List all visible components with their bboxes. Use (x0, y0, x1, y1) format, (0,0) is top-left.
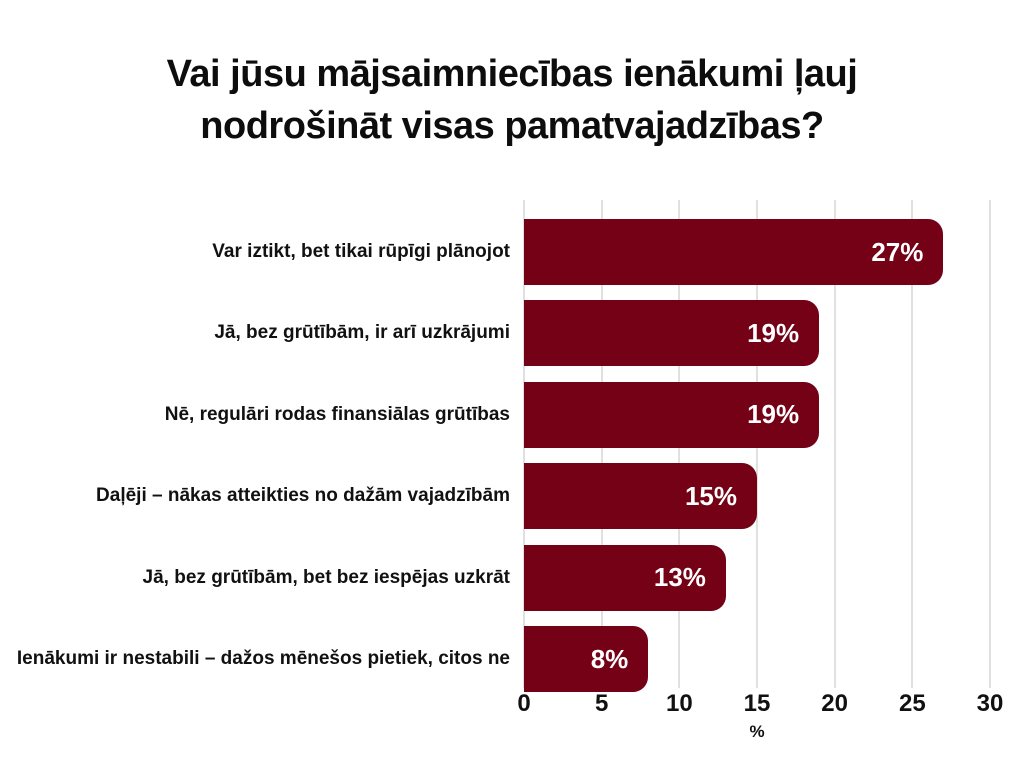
bar-row: Daļēji – nākas atteikties no dažām vajad… (0, 463, 1024, 530)
x-tick-label: 0 (517, 690, 531, 717)
category-label: Nē, regulāri rodas finansiālas grūtības (164, 403, 510, 425)
category-label: Daļēji – nākas atteikties no dažām vajad… (96, 485, 510, 507)
bar-row: Jā, bez grūtībām, ir arī uzkrājumi 19% (0, 300, 1024, 367)
bar-value-label: 13% (653, 562, 706, 593)
category-label: Var iztikt, bet tikai rūpīgi plānojot (212, 241, 510, 262)
bar-value-label: 8% (590, 643, 629, 674)
bar: 15% (524, 463, 757, 530)
bar-row: Var iztikt, bet tikai rūpīgi plānojot 27% (0, 219, 1024, 285)
category-label: Jā, bez grūtībām, bet bez iespējas uzkrā… (142, 566, 510, 588)
gridline (911, 200, 914, 688)
bar-row: Nē, regulāri rodas finansiālas grūtības 1… (0, 381, 1024, 448)
x-tick-label: 30 (976, 690, 1004, 717)
bar: 13% (524, 544, 726, 611)
gridline (989, 200, 991, 688)
x-tick-label: 15 (743, 690, 771, 717)
bar-value-label: 27% (871, 236, 924, 267)
bar-value-label: 19% (747, 317, 800, 348)
bar: 27% (524, 219, 944, 285)
bar-row: Ienākumi ir nestabili – dažos mēnešos pi… (0, 626, 1024, 692)
chart-title: Vai jūsu mājsaimniecības ienākumi ļauj n… (0, 48, 1024, 152)
x-tick-label: 25 (898, 690, 926, 717)
bar: 8% (524, 626, 649, 692)
gridline (833, 200, 836, 688)
bar-value-label: 19% (747, 399, 800, 430)
bar-value-label: 15% (684, 480, 737, 511)
bar: 19% (524, 300, 820, 367)
bar-row: Jā, bez grūtībām, bet bez iespējas uzkrā… (0, 544, 1024, 611)
chart-title-text: Vai jūsu mājsaimniecības ienākumi ļauj n… (166, 53, 858, 147)
x-tick-label: 10 (665, 690, 693, 717)
x-tick-label: 5 (594, 690, 609, 717)
category-label: Ienākumi ir nestabili – dažos mēnešos pi… (16, 648, 510, 669)
x-tick-label: 20 (821, 690, 849, 717)
x-axis-label: % (749, 722, 765, 741)
bar: 19% (524, 381, 820, 448)
category-label: Jā, bez grūtībām, ir arī uzkrājumi (214, 322, 510, 344)
